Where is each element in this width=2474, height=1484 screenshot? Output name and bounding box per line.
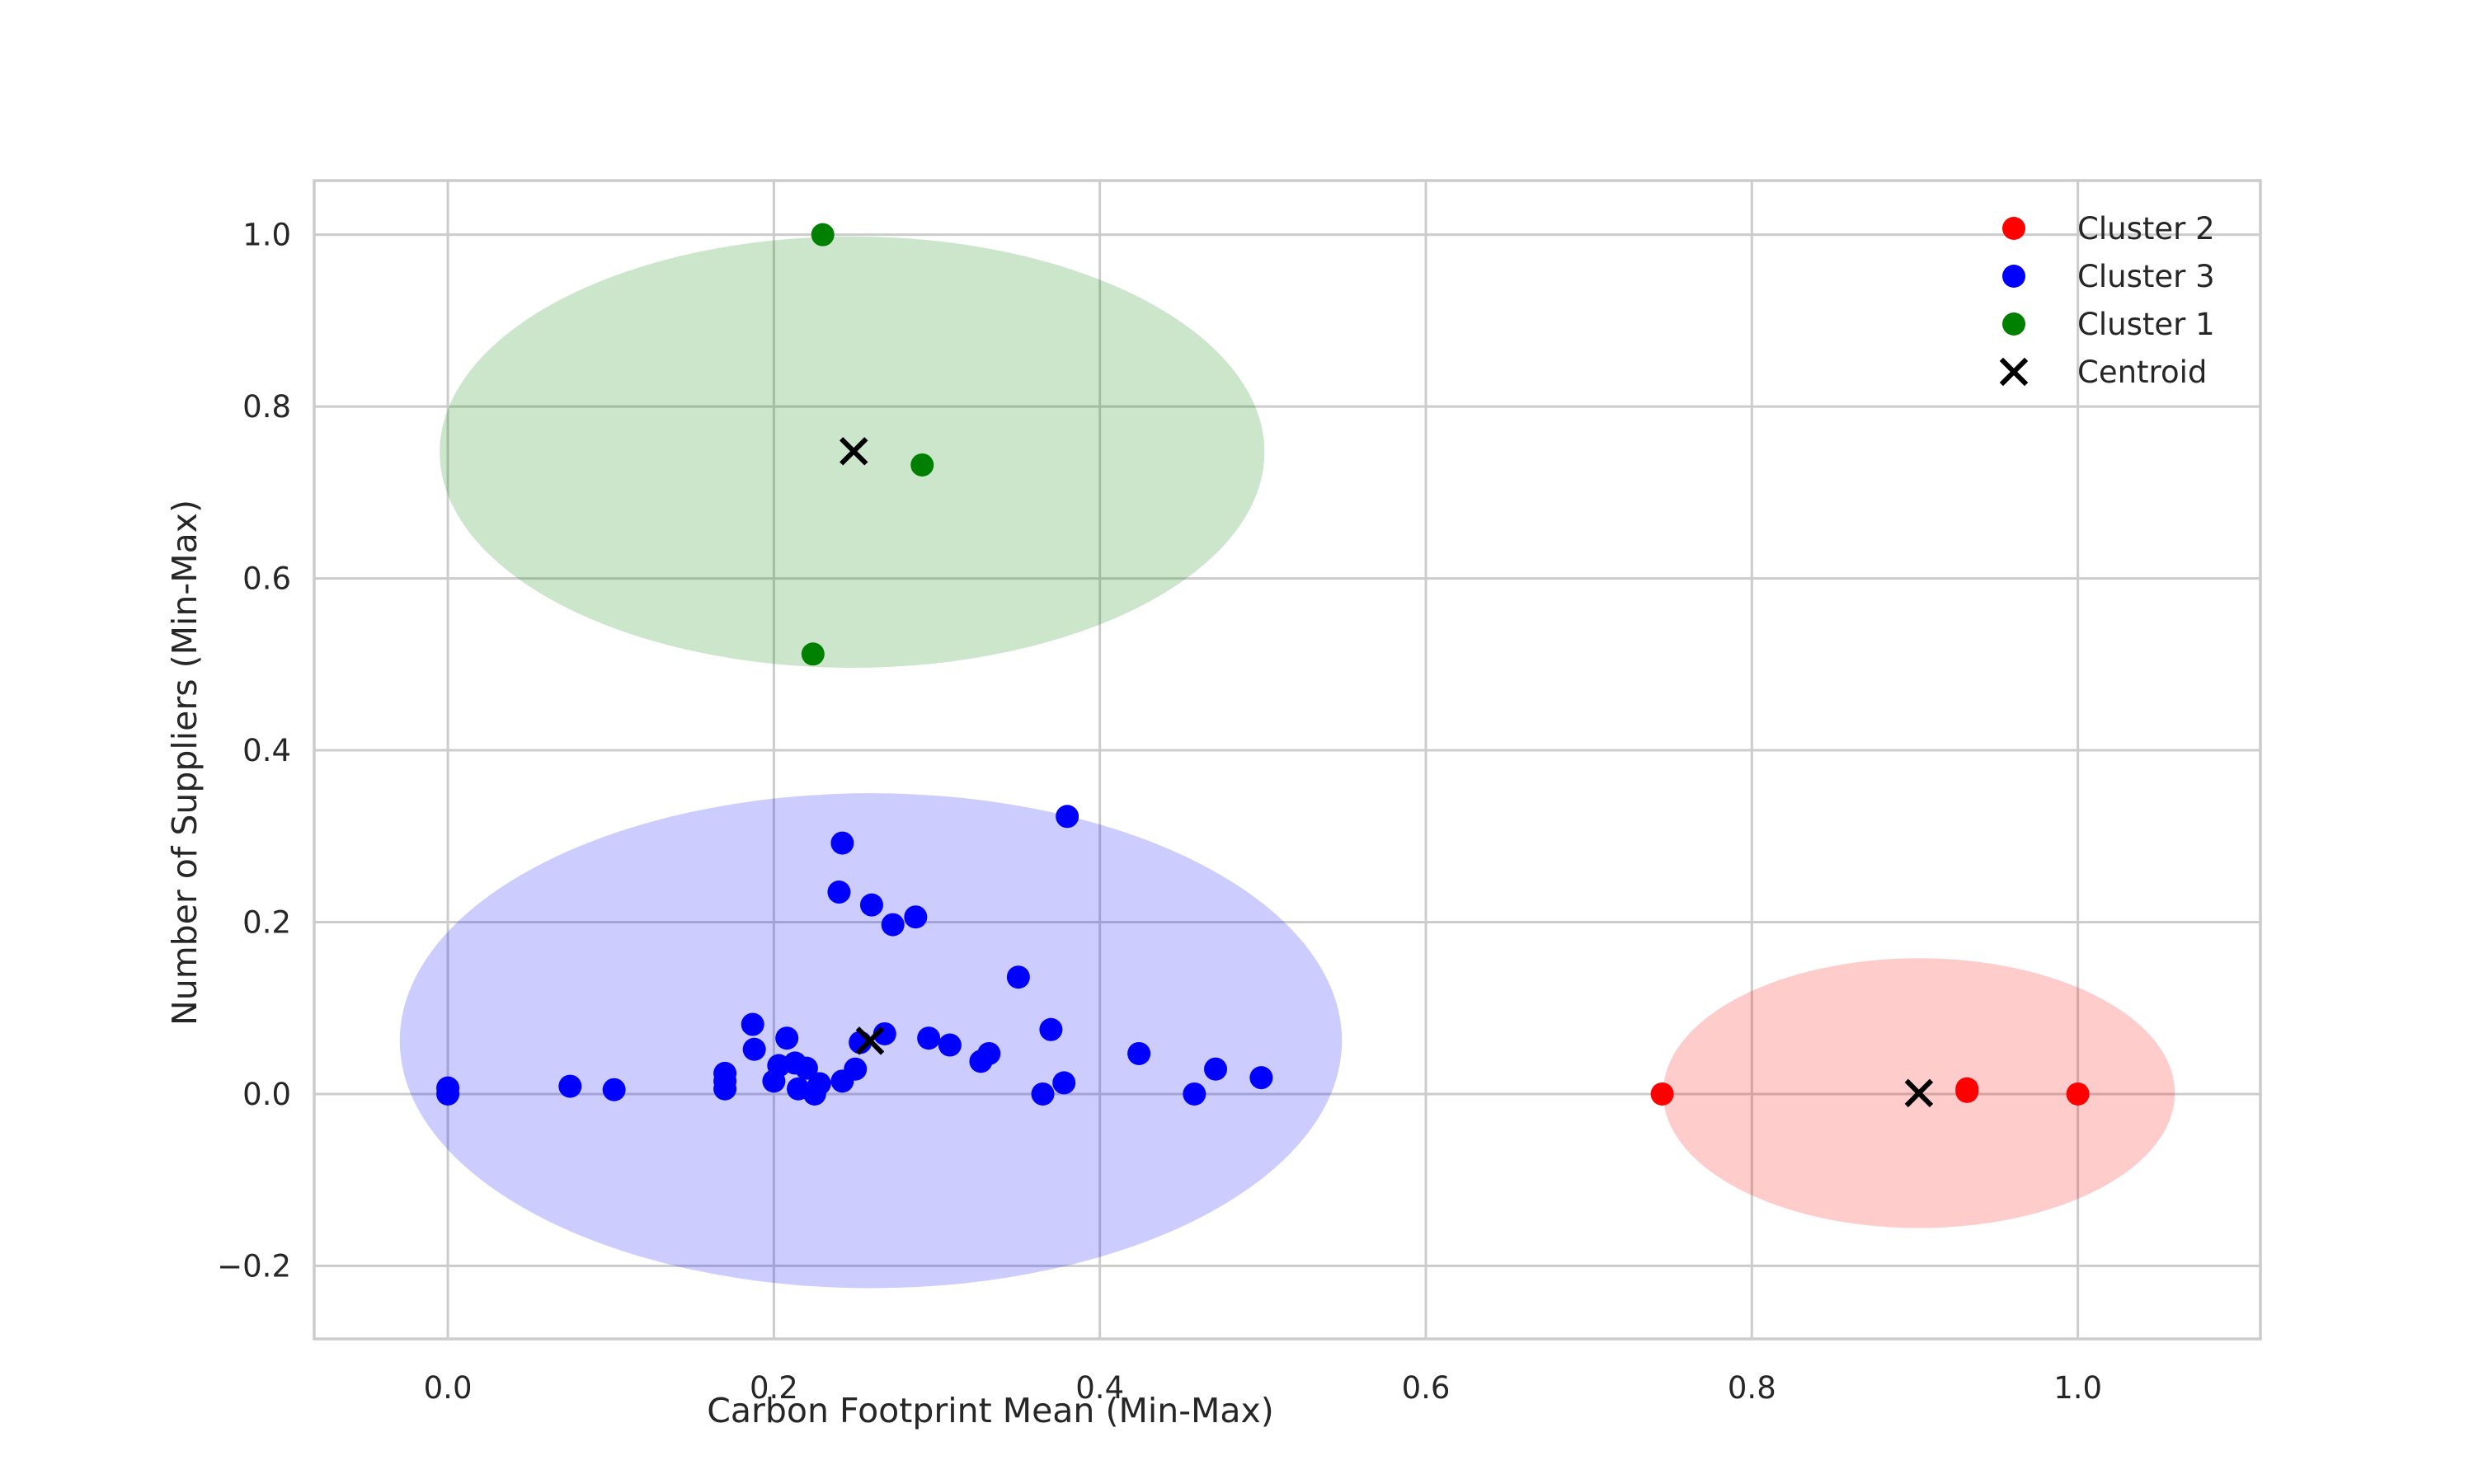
data-point: [742, 1037, 766, 1061]
data-point: [741, 1012, 764, 1036]
data-point: [1955, 1077, 1979, 1101]
y-tick-label: 0.2: [242, 904, 291, 940]
data-point: [1183, 1082, 1206, 1106]
y-axis-label: Number of Suppliers (Min-Max): [165, 500, 205, 1026]
data-point: [1204, 1057, 1228, 1081]
grid-lines: [314, 181, 2260, 1339]
legend-label: Centroid: [2077, 355, 2207, 390]
data-point: [775, 1026, 799, 1050]
legend-label: Cluster 2: [2077, 211, 2215, 247]
plot-frame: [313, 179, 2262, 1341]
centroid-stroke: [855, 1026, 885, 1055]
data-point: [827, 881, 851, 904]
legend-marker: [2002, 217, 2025, 240]
data-point: [1249, 1066, 1273, 1090]
data-point: [1006, 965, 1030, 989]
data-point: [811, 223, 835, 247]
data-point: [602, 1078, 626, 1101]
data-point: [1031, 1082, 1055, 1106]
x-tick-label: 0.8: [1728, 1370, 1776, 1406]
legend-marker: [1999, 357, 2029, 387]
y-tick-label: 0.6: [242, 561, 291, 597]
centroid-marker: [839, 437, 868, 466]
data-point: [844, 1057, 868, 1081]
x-tick-label: 0.0: [424, 1370, 473, 1406]
data-point: [938, 1033, 962, 1057]
data-point: [910, 453, 934, 477]
legend-marker: [2002, 265, 2025, 288]
tick-labels: 0.0 0.2 0.4 0.6 0.8 1.0 −0.2 0.0 0.2 0.4 0.6 0.8 1.0: [217, 218, 2102, 1406]
data-point: [917, 1026, 941, 1050]
centroid-stroke: [1999, 357, 2029, 387]
data-point: [830, 831, 854, 855]
data-point: [859, 893, 883, 917]
data-point: [794, 1056, 818, 1080]
data-point: [1039, 1017, 1063, 1041]
data-points: [436, 223, 2090, 1106]
centroid-marker: [855, 1026, 885, 1055]
data-point: [436, 1076, 460, 1100]
data-point: [1650, 1082, 1674, 1106]
x-tick-label: 0.2: [750, 1370, 798, 1406]
data-point: [558, 1074, 582, 1098]
data-point: [1127, 1041, 1151, 1065]
x-tick-label: 0.6: [1402, 1370, 1451, 1406]
data-point: [807, 1072, 831, 1096]
data-point: [801, 642, 825, 666]
data-point: [1056, 805, 1079, 829]
data-point: [713, 1061, 737, 1085]
data-point: [904, 905, 928, 929]
data-point: [977, 1041, 1001, 1065]
data-point: [881, 913, 905, 937]
legend-label: Cluster 3: [2077, 259, 2215, 294]
legend-marker: [2002, 312, 2025, 336]
x-tick-label: 0.4: [1075, 1370, 1124, 1406]
centroid-marker: [1904, 1078, 1934, 1108]
data-point: [2066, 1082, 2090, 1106]
y-tick-label: −0.2: [217, 1248, 291, 1284]
centroid-stroke: [1904, 1078, 1934, 1108]
y-tick-label: 0.8: [242, 389, 291, 425]
centroid-stroke: [839, 437, 868, 466]
y-tick-label: 0.4: [242, 733, 291, 768]
x-tick-label: 1.0: [2053, 1370, 2102, 1406]
data-point: [1052, 1071, 1076, 1095]
legend: Cluster 2 Cluster 3 Cluster 1 Centroid: [1999, 211, 2215, 390]
y-tick-label: 0.0: [242, 1077, 291, 1112]
legend-label: Cluster 1: [2077, 307, 2215, 342]
centroid-markers: [839, 437, 1934, 1108]
y-tick-label: 1.0: [242, 218, 291, 253]
x-axis-label: Carbon Footprint Mean (Min-Max): [707, 1391, 1274, 1430]
data-point: [872, 1021, 896, 1045]
